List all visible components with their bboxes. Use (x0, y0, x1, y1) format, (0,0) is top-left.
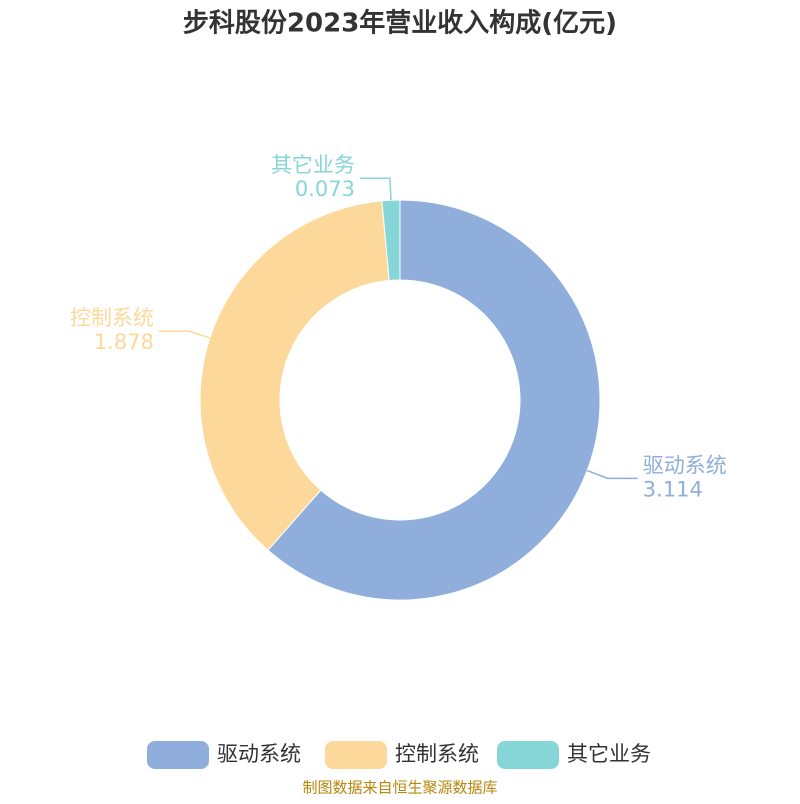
legend-swatch (497, 741, 559, 769)
leader-line (359, 177, 392, 201)
data-label-value: 3.114 (643, 477, 703, 501)
legend-label: 其它业务 (567, 742, 651, 766)
data-label-name: 驱动系统 (643, 453, 727, 477)
slice (381, 199, 401, 282)
source: 制图数据来自恒生聚源数据库 (302, 779, 497, 797)
legend-label: 驱动系统 (217, 742, 301, 766)
data-label-value: 1.878 (94, 330, 154, 354)
slice (199, 200, 390, 551)
legend-label: 控制系统 (395, 742, 479, 766)
chart-title: 步科股份2023年营业收入构成(亿元) (183, 8, 617, 39)
data-label-name: 控制系统 (70, 306, 154, 330)
data-label-value: 0.073 (295, 177, 355, 201)
data-label-name: 其它业务 (271, 153, 355, 177)
leader-line (586, 469, 638, 480)
slice (267, 199, 601, 601)
legend-swatch (147, 741, 209, 769)
legend-swatch (325, 741, 387, 769)
leader-line (158, 330, 211, 339)
